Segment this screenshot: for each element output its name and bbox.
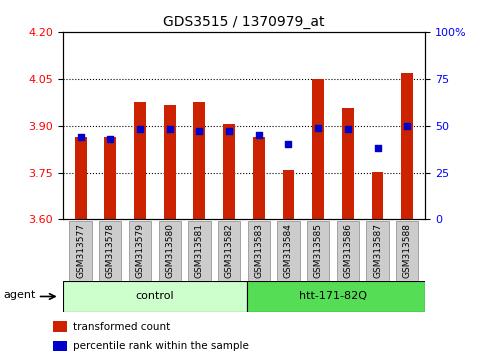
- FancyBboxPatch shape: [70, 221, 92, 281]
- FancyBboxPatch shape: [63, 281, 247, 312]
- FancyBboxPatch shape: [307, 221, 329, 281]
- Title: GDS3515 / 1370979_at: GDS3515 / 1370979_at: [163, 16, 325, 29]
- Text: GSM313587: GSM313587: [373, 223, 382, 278]
- Bar: [312, 79, 324, 219]
- Bar: [401, 73, 413, 219]
- Bar: [283, 170, 295, 219]
- Point: [166, 127, 173, 132]
- Bar: [134, 102, 146, 219]
- Text: transformed count: transformed count: [73, 322, 170, 332]
- FancyBboxPatch shape: [248, 221, 270, 281]
- FancyBboxPatch shape: [277, 221, 299, 281]
- Bar: [371, 172, 384, 219]
- Text: GSM313581: GSM313581: [195, 223, 204, 278]
- Bar: [104, 137, 116, 219]
- Text: GSM313577: GSM313577: [76, 223, 85, 278]
- Point: [225, 129, 233, 134]
- Text: GSM313585: GSM313585: [313, 223, 323, 278]
- Bar: [164, 105, 176, 219]
- FancyBboxPatch shape: [129, 221, 151, 281]
- FancyBboxPatch shape: [337, 221, 359, 281]
- FancyBboxPatch shape: [396, 221, 418, 281]
- Point: [374, 145, 382, 151]
- Point: [255, 132, 263, 138]
- Bar: [253, 137, 265, 219]
- FancyBboxPatch shape: [367, 221, 389, 281]
- Text: GSM313579: GSM313579: [136, 223, 144, 278]
- Bar: [193, 102, 205, 219]
- Text: GSM313584: GSM313584: [284, 223, 293, 278]
- FancyBboxPatch shape: [99, 221, 121, 281]
- Text: GSM313588: GSM313588: [403, 223, 412, 278]
- Text: percentile rank within the sample: percentile rank within the sample: [73, 341, 249, 351]
- FancyBboxPatch shape: [218, 221, 240, 281]
- FancyBboxPatch shape: [247, 281, 425, 312]
- Point: [196, 129, 203, 134]
- Point: [106, 136, 114, 142]
- Text: GSM313578: GSM313578: [106, 223, 115, 278]
- Bar: [342, 108, 354, 219]
- FancyBboxPatch shape: [158, 221, 181, 281]
- Text: GSM313586: GSM313586: [343, 223, 352, 278]
- Point: [77, 134, 85, 140]
- Bar: [53, 321, 67, 332]
- Point: [403, 123, 411, 129]
- Text: control: control: [136, 291, 174, 302]
- Point: [314, 125, 322, 130]
- Text: GSM313583: GSM313583: [254, 223, 263, 278]
- Point: [136, 127, 144, 132]
- Bar: [223, 124, 235, 219]
- Bar: [53, 341, 67, 351]
- Text: GSM313582: GSM313582: [225, 223, 234, 278]
- Point: [284, 142, 292, 147]
- Text: GSM313580: GSM313580: [165, 223, 174, 278]
- FancyBboxPatch shape: [188, 221, 211, 281]
- Text: agent: agent: [3, 290, 36, 300]
- Bar: [75, 137, 86, 219]
- Text: htt-171-82Q: htt-171-82Q: [299, 291, 367, 302]
- Point: [344, 127, 352, 132]
